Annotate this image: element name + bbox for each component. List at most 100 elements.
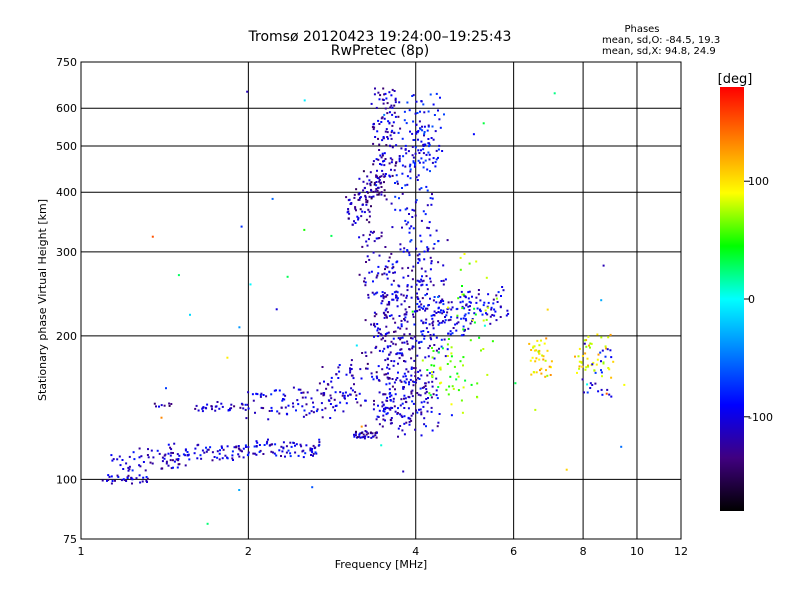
data-point	[475, 296, 478, 299]
data-point	[388, 382, 391, 385]
data-point	[370, 181, 373, 184]
data-point	[374, 87, 376, 90]
data-point	[435, 92, 438, 95]
data-point	[403, 318, 406, 320]
data-point	[546, 349, 549, 352]
data-point	[427, 397, 429, 399]
data-point	[394, 208, 397, 211]
data-point	[460, 317, 463, 320]
data-point	[308, 412, 311, 415]
data-point	[368, 258, 371, 261]
data-point	[403, 422, 406, 425]
data-point	[449, 375, 452, 378]
data-point	[295, 409, 297, 412]
data-point	[265, 442, 268, 445]
data-point	[388, 256, 391, 259]
data-point	[444, 355, 447, 358]
data-point	[461, 307, 464, 310]
data-point	[132, 451, 135, 454]
data-point	[390, 131, 393, 134]
data-point	[409, 168, 412, 171]
data-point	[414, 428, 417, 431]
data-point	[345, 373, 348, 376]
data-point	[418, 152, 421, 154]
data-point	[428, 344, 431, 347]
data-point	[399, 379, 402, 382]
data-point	[255, 392, 258, 395]
data-point	[467, 291, 470, 294]
data-point	[120, 479, 123, 482]
data-point	[422, 103, 425, 106]
data-point	[427, 124, 430, 127]
data-point	[435, 158, 438, 161]
data-point	[284, 455, 286, 458]
data-point	[430, 314, 433, 317]
data-point	[237, 453, 240, 456]
data-point	[427, 125, 430, 128]
data-point	[258, 451, 261, 453]
data-point	[377, 193, 380, 196]
data-point	[110, 454, 113, 457]
data-point	[384, 173, 387, 175]
data-point	[461, 305, 464, 308]
data-point	[605, 392, 608, 395]
data-point	[419, 110, 421, 113]
data-point	[127, 469, 130, 472]
data-point	[428, 158, 431, 161]
colorbar-tick-label: 100	[748, 175, 769, 188]
data-point	[422, 321, 425, 324]
data-point	[289, 455, 292, 458]
data-point	[416, 254, 419, 257]
data-point	[170, 448, 173, 451]
data-point	[128, 465, 131, 468]
data-point	[258, 444, 261, 446]
data-point	[580, 361, 583, 364]
data-point	[214, 405, 217, 408]
data-point	[347, 208, 350, 210]
data-point	[433, 344, 436, 346]
data-point	[414, 162, 416, 165]
data-point	[161, 467, 163, 470]
data-point	[335, 404, 338, 407]
data-point	[204, 406, 207, 409]
data-point	[331, 386, 334, 389]
data-point	[389, 392, 392, 394]
data-point	[376, 431, 378, 434]
data-point	[428, 143, 431, 146]
data-point	[353, 196, 356, 199]
data-point	[385, 307, 388, 310]
data-point	[365, 367, 367, 370]
data-point	[600, 299, 603, 302]
data-point	[388, 353, 391, 356]
data-point	[490, 308, 493, 311]
data-point	[108, 475, 111, 478]
data-point	[366, 362, 369, 365]
data-point	[456, 316, 459, 319]
data-point	[387, 377, 390, 380]
data-point	[344, 397, 346, 400]
data-point	[378, 179, 381, 181]
data-point	[380, 175, 383, 178]
data-point	[374, 434, 377, 437]
data-point	[437, 296, 440, 298]
data-point	[487, 306, 490, 309]
data-point	[278, 412, 281, 415]
data-point	[430, 338, 433, 341]
data-point	[344, 391, 347, 394]
data-point	[422, 330, 425, 332]
data-point	[252, 399, 255, 402]
data-point	[360, 215, 363, 218]
data-point	[412, 315, 415, 318]
data-point	[330, 234, 333, 237]
data-point	[531, 356, 534, 359]
data-point	[360, 377, 363, 380]
data-point	[414, 164, 416, 166]
data-point	[255, 445, 258, 447]
data-point	[382, 294, 385, 297]
data-point	[370, 189, 373, 192]
data-point	[431, 322, 434, 325]
data-point	[403, 110, 406, 113]
data-point	[276, 410, 279, 413]
data-point	[373, 293, 376, 296]
